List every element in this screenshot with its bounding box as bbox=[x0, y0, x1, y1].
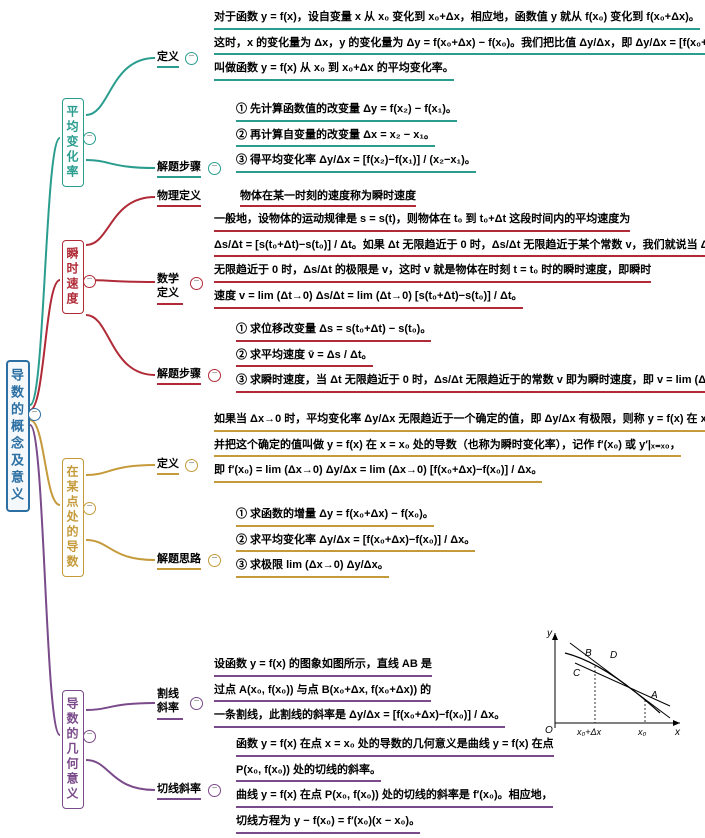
b4-sec-body: 设函数 y = f(x) 的图象如图所示，直线 AB 是 过点 A(x₀, f(… bbox=[214, 655, 505, 732]
b2-phys-label: 物理定义 bbox=[157, 187, 201, 207]
toggle-b2[interactable] bbox=[83, 275, 96, 288]
root-node[interactable]: 导数的概念及意义 bbox=[6, 360, 30, 512]
pt-A: A bbox=[650, 690, 658, 701]
origin-label: O bbox=[545, 725, 553, 736]
b4-tan-body: 函数 y = f(x) 在点 x = x₀ 处的导数的几何意义是曲线 y = f… bbox=[236, 735, 554, 838]
toggle-b1-defn[interactable] bbox=[185, 52, 198, 65]
toggle-b4-sec[interactable] bbox=[190, 697, 203, 710]
x2-label: x₀ bbox=[637, 727, 647, 737]
branch-deriv-at-point[interactable]: 在某点处的导数 bbox=[62, 458, 84, 577]
toggle-b2-math[interactable] bbox=[190, 277, 203, 290]
axis-y-label: y bbox=[546, 628, 553, 639]
b3-steps-label: 解题思路 bbox=[157, 550, 201, 570]
b2-phys-line: 物体在某一时刻的速度称为瞬时速度 bbox=[240, 187, 416, 207]
b1-steps-label: 解题步骤 bbox=[157, 158, 201, 178]
branch-avg-rate[interactable]: 平均变化率 bbox=[62, 98, 84, 187]
b2-math-label: 数学定义 bbox=[157, 272, 183, 305]
toggle-b2-steps[interactable] bbox=[208, 369, 221, 382]
b1-defn-label: 定义 bbox=[157, 48, 179, 68]
branch-inst-velocity[interactable]: 瞬时速度 bbox=[62, 240, 84, 314]
b3-steps-body: ① 求函数的增量 Δy = f(x₀+Δx) − f(x₀)。 ② 求平均变化率… bbox=[236, 505, 475, 582]
b4-tan-label: 切线斜率 bbox=[157, 780, 201, 800]
b3-defn-label: 定义 bbox=[157, 455, 179, 475]
toggle-b3-steps[interactable] bbox=[208, 554, 221, 567]
x1-label: x₀+Δx bbox=[576, 727, 602, 737]
toggle-b3-defn[interactable] bbox=[185, 459, 198, 472]
pt-C: C bbox=[573, 668, 581, 679]
toggle-b3[interactable] bbox=[83, 502, 96, 515]
toggle-b1[interactable] bbox=[83, 132, 96, 145]
tangent-secant-graph: y x O A B C D x₀+Δx x₀ bbox=[535, 628, 685, 743]
b3-defn-body: 如果当 Δx→0 时，平均变化率 Δy/Δx 无限趋近于一个确定的值，即 Δy/… bbox=[214, 410, 705, 487]
pt-D: D bbox=[610, 650, 617, 661]
toggle-b1-steps[interactable] bbox=[208, 162, 221, 175]
b4-sec-label: 割线斜率 bbox=[157, 687, 183, 720]
b2-steps-body: ① 求位移改变量 Δs = s(t₀+Δt) − s(t₀)。 ② 求平均速度 … bbox=[236, 320, 705, 397]
b1-defn-body: 对于函数 y = f(x)，设自变量 x 从 x₀ 变化到 x₀+Δx，相应地，… bbox=[214, 8, 705, 85]
pt-B: B bbox=[585, 648, 592, 659]
b2-math-body: 一般地，设物体的运动规律是 s = s(t)，则物体在 t₀ 到 t₀+Δt 这… bbox=[214, 210, 705, 313]
axis-x-label: x bbox=[674, 727, 681, 738]
b2-steps-label: 解题步骤 bbox=[157, 365, 201, 385]
branch-geom-meaning[interactable]: 导数的几何意义 bbox=[62, 690, 84, 809]
b1-steps-body: ① 先计算函数值的改变量 Δy = f(x₂) − f(x₁)。 ② 再计算自变… bbox=[236, 100, 476, 177]
toggle-b4-tan[interactable] bbox=[208, 784, 221, 797]
toggle-b4[interactable] bbox=[83, 730, 96, 743]
root-toggle[interactable] bbox=[28, 408, 41, 421]
